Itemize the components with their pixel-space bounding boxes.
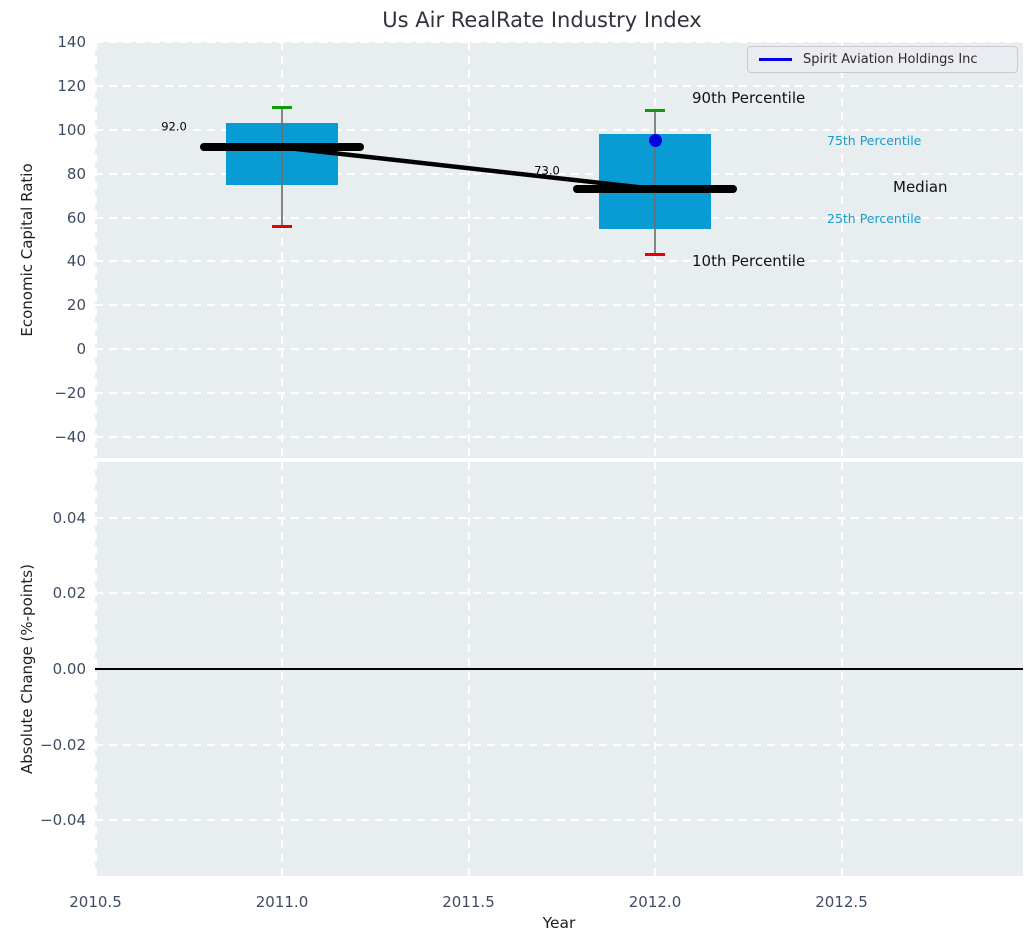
annotation-10th-percentile: 10th Percentile xyxy=(692,253,805,270)
y-tick-label: −0.02 xyxy=(0,735,86,755)
gridline xyxy=(468,42,470,458)
figure: Us Air RealRate Industry Index Economic … xyxy=(0,0,1034,942)
y-tick-label: 40 xyxy=(0,251,86,271)
legend-line-sample-icon xyxy=(759,58,792,61)
gridline xyxy=(95,392,1023,394)
y-tick-label: 0 xyxy=(0,339,86,359)
y-tick-label: −40 xyxy=(0,427,86,447)
economic-capital-ratio-plot xyxy=(95,42,1023,458)
y-tick-label: 20 xyxy=(0,295,86,315)
company-marker xyxy=(649,134,662,147)
annotation-90th-percentile: 90th Percentile xyxy=(692,90,805,107)
chart-title: Us Air RealRate Industry Index xyxy=(382,8,701,32)
whisker-cap-90th xyxy=(272,106,292,109)
gridline xyxy=(95,744,1023,746)
gridline xyxy=(95,85,1023,87)
annotation-92-0: 92.0 xyxy=(161,121,187,134)
whisker-cap-10th xyxy=(272,225,292,228)
legend: Spirit Aviation Holdings Inc xyxy=(747,46,1018,73)
x-tick-label: 2011.5 xyxy=(442,893,495,911)
gridline xyxy=(95,348,1023,350)
gridline xyxy=(95,592,1023,594)
gridline xyxy=(95,260,1023,262)
gridline xyxy=(95,819,1023,821)
x-tick-label: 2012.5 xyxy=(815,893,868,911)
x-tick-label: 2011.0 xyxy=(256,893,309,911)
x-tick-label: 2012.0 xyxy=(629,893,682,911)
gridline xyxy=(95,517,1023,519)
annotation-73-0: 73.0 xyxy=(534,165,560,178)
absolute-change-plot xyxy=(95,462,1023,876)
whisker-cap-10th xyxy=(645,253,665,256)
y-tick-label: 100 xyxy=(0,120,86,140)
zero-line xyxy=(95,668,1023,670)
y-tick-label: 60 xyxy=(0,208,86,228)
gridline xyxy=(95,436,1023,438)
y-tick-label: −20 xyxy=(0,383,86,403)
y-tick-label: 80 xyxy=(0,164,86,184)
gridline xyxy=(841,42,843,458)
gridline xyxy=(281,42,283,458)
y-tick-label: 140 xyxy=(0,32,86,52)
x-tick-label: 2010.5 xyxy=(69,893,122,911)
annotation-25th-percentile: 25th Percentile xyxy=(827,212,921,226)
annotation-median: Median xyxy=(893,179,948,196)
median-trend-line xyxy=(95,42,1023,458)
y-tick-label: 0.00 xyxy=(0,659,86,679)
gridline xyxy=(95,42,97,458)
y-tick-label: 0.02 xyxy=(0,583,86,603)
y-tick-label: 120 xyxy=(0,76,86,96)
median-line xyxy=(200,143,364,151)
whisker-line xyxy=(281,108,283,226)
y-tick-label: 0.04 xyxy=(0,508,86,528)
x-axis-label: Year xyxy=(543,914,576,932)
median-line xyxy=(573,185,737,193)
legend-label: Spirit Aviation Holdings Inc xyxy=(803,52,978,67)
whisker-cap-90th xyxy=(645,109,665,112)
gridline xyxy=(95,304,1023,306)
annotation-75th-percentile: 75th Percentile xyxy=(827,134,921,148)
whisker-line xyxy=(654,110,656,255)
gridline xyxy=(95,42,1023,43)
y-tick-label: −0.04 xyxy=(0,810,86,830)
